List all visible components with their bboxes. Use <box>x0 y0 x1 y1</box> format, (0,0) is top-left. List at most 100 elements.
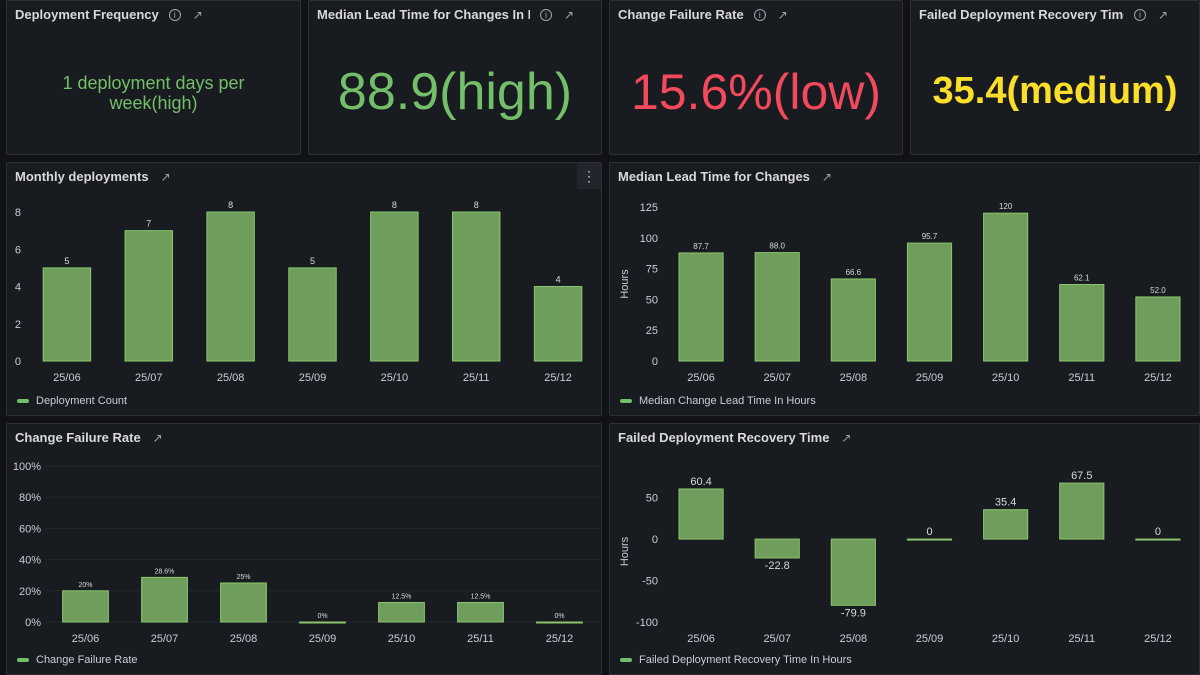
x-tick-label: 25/08 <box>230 633 258 645</box>
y-tick-label: 40% <box>19 555 41 567</box>
legend-swatch <box>17 658 29 662</box>
change-failure-rate-panel: Change Failure Rate ↗ 0% 20% 40% 60% 80% 100% 2… <box>6 423 602 675</box>
y-tick-label: -50 <box>642 576 658 588</box>
bar <box>42 267 92 362</box>
info-circle-icon[interactable]: i <box>168 8 181 21</box>
bar <box>220 582 267 623</box>
bar <box>206 211 255 362</box>
external-link-icon[interactable]: ↗ <box>152 430 163 445</box>
recovery-time-panel: Failed Deployment Recovery Time ↗ -100 -50… <box>609 423 1200 675</box>
external-link-icon[interactable]: ↗ <box>1157 7 1169 22</box>
panel-title: Median Lead Time for Changes <box>618 169 810 184</box>
chart-svg: 0% 20% 40% 60% 80% 100% 20% 25/06 28.6% 25/07 25% 2… <box>13 461 599 645</box>
data-label: -79.9 <box>841 607 866 619</box>
bar <box>1135 296 1181 362</box>
x-tick-label: 25/08 <box>840 372 868 384</box>
data-label: 25% <box>236 574 250 581</box>
x-tick-label: 25/11 <box>463 372 490 384</box>
panel-title: Change Failure Rate <box>15 430 141 445</box>
x-tick-label: 25/07 <box>763 372 791 384</box>
external-link-icon[interactable]: ↗ <box>777 7 788 22</box>
bar <box>830 538 876 606</box>
y-tick-label: 0 <box>652 356 658 368</box>
bar <box>754 252 800 362</box>
data-label: 88.0 <box>769 242 785 251</box>
kebab-menu-icon[interactable]: ⋮ <box>577 163 601 189</box>
x-tick-label: 25/09 <box>299 372 327 384</box>
x-tick-label: 25/11 <box>1068 372 1095 384</box>
bar <box>830 278 876 362</box>
stat-value: 35.4(medium) <box>932 70 1178 112</box>
bar <box>906 538 953 541</box>
info-circle-icon[interactable]: i <box>1134 8 1146 21</box>
data-label: 8 <box>228 200 233 210</box>
bar <box>983 212 1029 362</box>
x-tick-label: 25/09 <box>916 633 944 645</box>
y-tick-label: 20% <box>19 586 41 598</box>
x-tick-label: 25/06 <box>687 633 715 645</box>
bar <box>1059 283 1105 362</box>
bar <box>983 509 1029 540</box>
x-tick-label: 25/10 <box>388 633 416 645</box>
y-tick-label: 6 <box>15 244 21 256</box>
external-link-icon[interactable]: ↗ <box>192 7 203 22</box>
legend-item[interactable]: Failed Deployment Recovery Time In Hours <box>620 654 852 666</box>
data-label: 20% <box>78 582 92 589</box>
legend-item[interactable]: Median Change Lead Time In Hours <box>620 395 816 407</box>
external-link-icon[interactable]: ↗ <box>160 169 171 184</box>
chart-svg: 0 2 4 6 8 5 25/06 7 25/07 8 25/08 5 25/09 8 25/10 8 25/1… <box>15 200 583 384</box>
data-label: 28.6% <box>155 568 175 575</box>
chart-svg: 0 25 50 75 100 125 Hours 87.7 25/06 88.0 25/07 66.6… <box>619 202 1181 384</box>
x-tick-label: 25/08 <box>217 372 245 384</box>
stat-panel-recovery-time: Failed Deployment Recovery Time In Hours… <box>910 0 1200 155</box>
y-axis-label: Hours <box>619 269 631 299</box>
stat-value: 15.6%(low) <box>630 63 882 120</box>
y-tick-label: 80% <box>19 492 41 504</box>
data-label: 52.0 <box>1150 286 1166 295</box>
data-label: 0% <box>317 613 327 620</box>
x-tick-label: 25/12 <box>1144 372 1172 384</box>
bar <box>370 211 419 362</box>
legend-label: Change Failure Rate <box>36 654 138 666</box>
bar <box>124 230 174 362</box>
info-circle-icon[interactable]: i <box>540 8 552 21</box>
bar <box>754 538 800 559</box>
data-label: 95.7 <box>922 232 938 241</box>
legend-item[interactable]: Change Failure Rate <box>17 654 138 666</box>
data-label: 12.5% <box>392 594 412 601</box>
bar <box>1059 482 1105 540</box>
x-tick-label: 25/06 <box>53 372 81 384</box>
bar <box>451 211 501 362</box>
data-label: 0 <box>926 526 932 538</box>
data-label: 0% <box>554 613 564 620</box>
x-tick-label: 25/06 <box>687 372 715 384</box>
y-tick-label: 2 <box>15 319 21 331</box>
stat-panel-median-lead-time: Median Lead Time for Changes In Hoursi↗ … <box>308 0 602 155</box>
x-tick-label: 25/07 <box>135 372 163 384</box>
bar <box>141 576 188 623</box>
data-label: 5 <box>310 256 315 266</box>
x-tick-label: 25/07 <box>151 633 179 645</box>
info-circle-icon[interactable]: i <box>753 8 766 21</box>
external-link-icon[interactable]: ↗ <box>821 169 832 184</box>
x-tick-label: 25/11 <box>467 633 494 645</box>
bar <box>457 602 504 623</box>
panel-title: Monthly deployments <box>15 169 149 184</box>
x-tick-label: 25/12 <box>1144 633 1172 645</box>
y-tick-label: 0% <box>25 617 41 629</box>
legend-item[interactable]: Deployment Count <box>17 395 127 407</box>
x-tick-label: 25/09 <box>309 633 337 645</box>
external-link-icon[interactable]: ↗ <box>563 7 575 22</box>
bar <box>299 621 346 624</box>
data-label: 12.5% <box>471 594 491 601</box>
x-tick-label: 25/12 <box>546 633 574 645</box>
stat-panel-deployment-frequency: Deployment Frequency i ↗ 1 deployment days… <box>6 0 301 155</box>
x-tick-label: 25/11 <box>1068 633 1095 645</box>
bar <box>288 267 337 362</box>
data-label: 0 <box>1155 526 1161 538</box>
x-tick-label: 25/10 <box>992 372 1020 384</box>
bar <box>906 242 953 362</box>
data-label: 62.1 <box>1074 273 1090 282</box>
bar <box>533 286 583 362</box>
external-link-icon[interactable]: ↗ <box>841 430 852 445</box>
